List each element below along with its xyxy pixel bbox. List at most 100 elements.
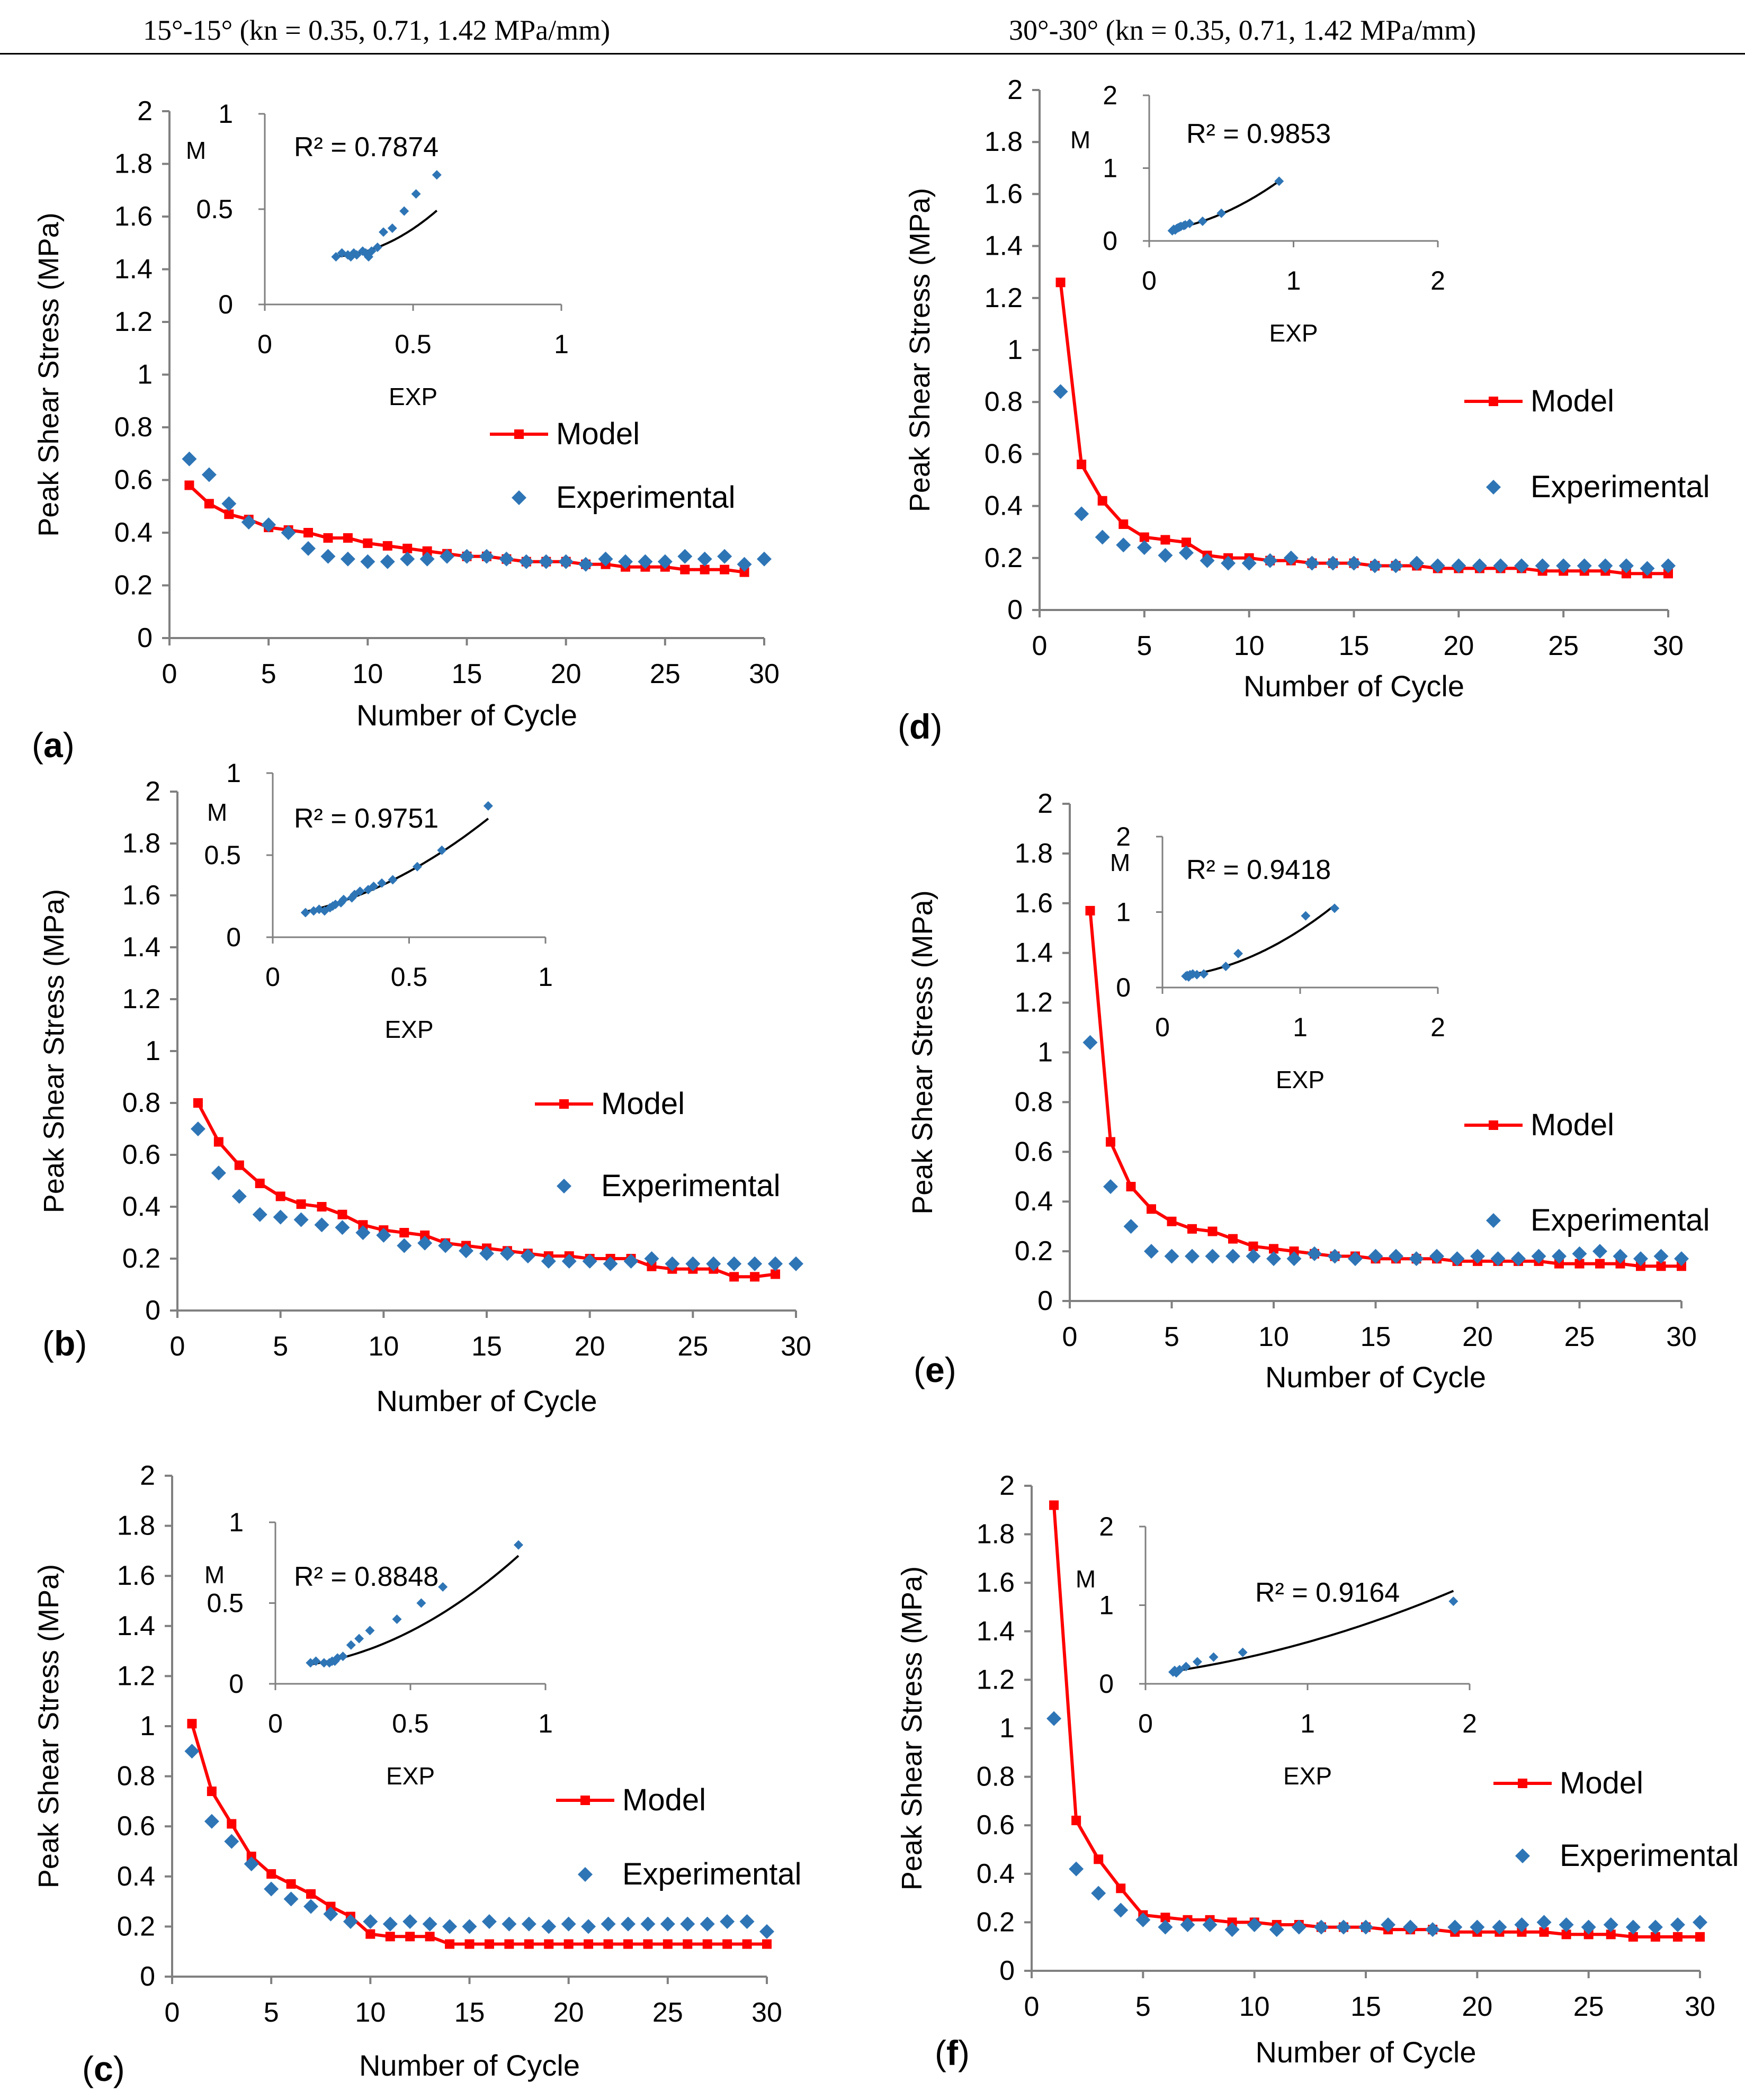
- x-tick-label: 0: [1024, 1991, 1040, 2022]
- experimental-point: [1367, 558, 1383, 573]
- experimental-point: [1123, 1219, 1139, 1234]
- y-tick-label: 0.8: [114, 412, 153, 443]
- model-point: [227, 1819, 237, 1829]
- y-tick-label: 0.4: [114, 517, 153, 548]
- x-tick-label: 0: [1062, 1322, 1078, 1352]
- inset-y-tick-label: 0: [1116, 973, 1131, 1002]
- model-point: [1269, 1244, 1278, 1254]
- experimental-point: [1535, 558, 1550, 573]
- inset-data-point: [377, 878, 387, 888]
- figure-header: 15°-15° (kn = 0.35, 0.71, 1.42 MPa/mm) 3…: [0, 0, 1745, 58]
- y-tick-label: 1.4: [985, 231, 1023, 262]
- model-point: [187, 1719, 197, 1729]
- experimental-point: [380, 554, 395, 569]
- model-point: [1672, 1932, 1683, 1942]
- experimental-point: [303, 1899, 319, 1914]
- panel-paren-open: (: [914, 1350, 925, 1389]
- model-point: [1289, 1246, 1299, 1257]
- x-tick-label: 30: [1685, 1991, 1715, 2022]
- y-tick-label: 1.2: [1015, 988, 1053, 1018]
- experimental-point: [422, 1916, 437, 1932]
- x-tick-label: 25: [1564, 1322, 1595, 1352]
- experimental-point: [1618, 558, 1634, 573]
- model-point: [399, 1228, 409, 1237]
- legend-model-label: Model: [1531, 1108, 1614, 1142]
- y-tick-label: 2: [1007, 75, 1023, 105]
- experimental-point: [1046, 1711, 1062, 1726]
- panel-paren-close: ): [75, 1324, 87, 1363]
- model-point: [224, 509, 234, 519]
- experimental-point: [241, 515, 256, 530]
- experimental-point: [1559, 1917, 1574, 1932]
- experimental-point: [1116, 537, 1131, 553]
- legend-experimental-label: Experimental: [1560, 1838, 1739, 1873]
- model-point: [700, 564, 710, 575]
- legend-experimental-marker: [578, 1867, 593, 1882]
- experimental-point: [438, 1238, 453, 1253]
- inset-y-tick-label: 1: [1103, 154, 1117, 183]
- inset-data-point: [432, 170, 442, 180]
- inset-data-point: [411, 189, 421, 199]
- model-point: [296, 1199, 306, 1209]
- model-point: [275, 1191, 285, 1201]
- inset-r2-label: R² = 0.7874: [294, 132, 439, 163]
- experimental-point: [1135, 1912, 1151, 1927]
- experimental-point: [1358, 1919, 1373, 1935]
- model-point: [425, 1932, 435, 1942]
- experimental-point: [582, 1253, 597, 1269]
- model-point: [1574, 1259, 1585, 1269]
- x-tick-label: 0: [165, 1997, 180, 2028]
- experimental-point: [1577, 558, 1592, 573]
- experimental-point: [1556, 558, 1571, 573]
- x-axis-title: Number of Cycle: [356, 698, 577, 732]
- experimental-point: [281, 525, 296, 540]
- experimental-point: [737, 557, 752, 572]
- experimental-point: [685, 1256, 701, 1271]
- experimental-point: [1095, 530, 1110, 545]
- inset-y-tick-label: 1: [229, 1507, 244, 1537]
- panel-label: (e): [914, 1350, 956, 1389]
- inset-x-axis-title: EXP: [1276, 1066, 1325, 1093]
- inset-y-tick-label: 0.5: [207, 1589, 244, 1618]
- y-tick-label: 1: [1037, 1037, 1053, 1068]
- panel-label: (c): [82, 2049, 125, 2088]
- experimental-point: [499, 551, 514, 567]
- inset-data-point: [1238, 1647, 1248, 1657]
- model-point: [729, 1272, 739, 1282]
- x-axis-title: Number of Cycle: [376, 1384, 597, 1417]
- inset-y-tick-label: 0.5: [204, 840, 241, 870]
- experimental-point: [660, 1916, 675, 1932]
- experimental-point: [1368, 1249, 1383, 1264]
- experimental-point: [1492, 1919, 1507, 1935]
- inset-y-tick-label: 1: [226, 758, 241, 788]
- x-tick-label: 5: [261, 659, 276, 689]
- inset-x-tick-label: 0.5: [395, 329, 432, 359]
- y-tick-label: 1.4: [117, 1611, 155, 1641]
- y-tick-label: 1: [140, 1711, 155, 1742]
- y-tick-label: 0: [137, 623, 153, 653]
- inset-data-point: [346, 1640, 356, 1650]
- experimental-point: [355, 1225, 371, 1240]
- legend-experimental-label: Experimental: [622, 1857, 801, 1891]
- model-point: [266, 1869, 276, 1879]
- chart-b: 00.20.40.60.811.21.41.61.820 5 10 15 20 25 30N…: [38, 758, 811, 1417]
- inset-fit-curve: [1173, 1590, 1454, 1673]
- experimental-point: [1348, 1251, 1363, 1267]
- experimental-point: [182, 451, 197, 466]
- model-point: [1539, 1927, 1549, 1937]
- experimental-point: [1388, 558, 1403, 573]
- inset-fit-curve: [1185, 904, 1336, 977]
- y-tick-label: 2: [140, 1460, 155, 1491]
- y-tick-label: 1.2: [122, 984, 160, 1015]
- model-point: [464, 1939, 475, 1949]
- experimental-point: [323, 1906, 338, 1922]
- experimental-point: [184, 1744, 200, 1759]
- legend-model-label: Model: [556, 417, 640, 451]
- inset-y-tick-label: 1: [1099, 1591, 1114, 1620]
- model-point: [306, 1889, 316, 1899]
- experimental-point: [1069, 1861, 1084, 1877]
- experimental-point: [293, 1212, 309, 1227]
- model-point: [563, 1939, 574, 1949]
- experimental-point: [481, 1914, 497, 1929]
